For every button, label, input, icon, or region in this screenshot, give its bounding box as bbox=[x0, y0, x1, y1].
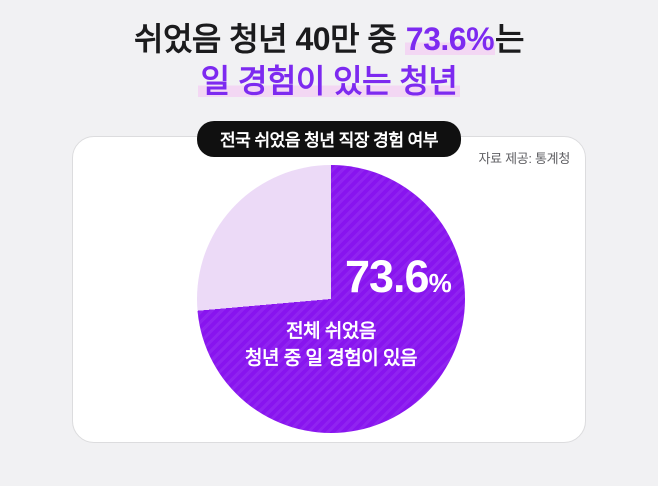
chart-card: 자료 제공: 통계청 73.6% 전체 쉬었음 청년 중 일 경험이 있음 bbox=[72, 136, 586, 443]
headline-line1-prefix: 쉬었음 청년 40만 중 bbox=[134, 21, 405, 57]
pie-stripes-pattern bbox=[197, 165, 465, 433]
headline-line2: 일 경험이 있는 청년 bbox=[197, 63, 461, 100]
headline-line1: 쉬었음 청년 40만 중 73.6%는 bbox=[0, 18, 658, 60]
pie-sublabel-line2: 청년 중 일 경험이 있음 bbox=[245, 347, 417, 369]
data-source-label: 자료 제공: 통계청 bbox=[478, 151, 570, 166]
pie-percent-sign: % bbox=[428, 268, 452, 298]
headline-line2-wrap: 일 경험이 있는 청년 bbox=[0, 60, 658, 102]
headline-line1-suffix: 는 bbox=[495, 21, 524, 57]
pie-value-digits: 73.6 bbox=[345, 251, 430, 302]
chart-title-badge: 전국 쉬었음 청년 직장 경험 여부 bbox=[197, 121, 461, 157]
headline: 쉬었음 청년 40만 중 73.6%는 일 경험이 있는 청년 bbox=[0, 18, 658, 102]
pie-chart: 73.6% 전체 쉬었음 청년 중 일 경험이 있음 bbox=[197, 165, 465, 433]
pie-value-label: 73.6% bbox=[345, 251, 452, 303]
headline-percentage: 73.6% bbox=[404, 21, 496, 57]
pie-sublabel: 전체 쉬었음 청년 중 일 경험이 있음 bbox=[197, 319, 465, 373]
pie-sublabel-line1: 전체 쉬었음 bbox=[286, 321, 376, 342]
